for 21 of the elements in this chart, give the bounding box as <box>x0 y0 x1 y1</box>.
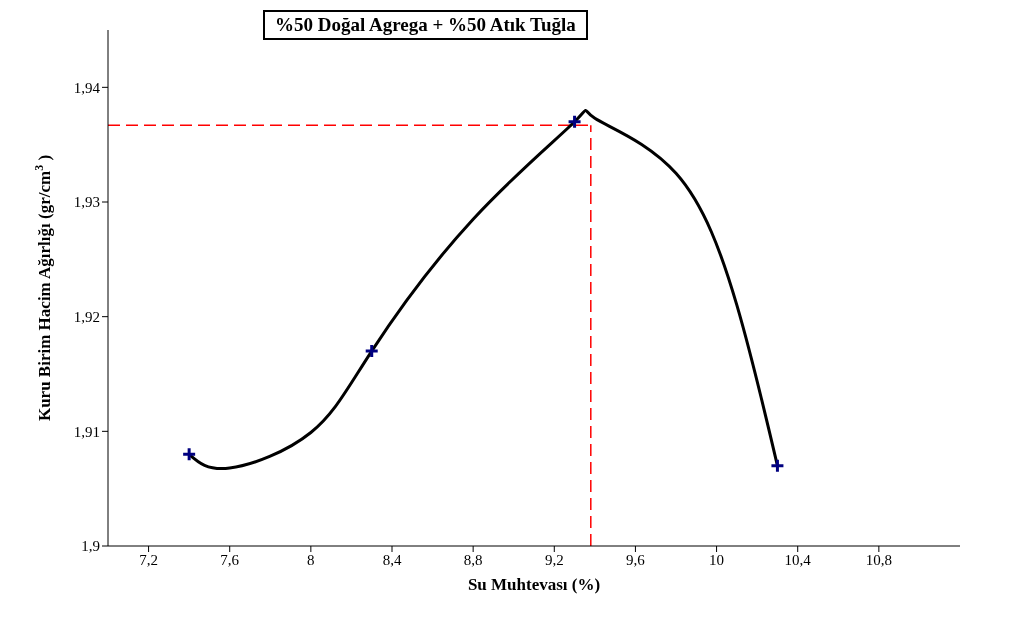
y-tick-label: 1,93 <box>73 194 100 211</box>
point <box>567 114 583 130</box>
y-tick-label: 1,92 <box>73 308 100 325</box>
chart-title: %50 Doğal Agrega + %50 Atık Tuğla <box>263 10 588 40</box>
x-tick-label: 7,6 <box>220 551 240 568</box>
x-tick-label: 8 <box>307 551 315 568</box>
x-tick-label: 9,6 <box>626 551 646 568</box>
x-tick-label: 8,4 <box>382 551 402 568</box>
x-tick-label: 10 <box>709 551 725 568</box>
y-tick-label: 1,9 <box>81 538 100 555</box>
x-tick-label: 9,2 <box>544 551 564 568</box>
x-tick-label: 8,8 <box>463 551 483 568</box>
x-axis-title: Su Muhtevası (%) <box>467 575 601 594</box>
y-tick-label: 1,91 <box>73 423 100 440</box>
point <box>364 343 380 359</box>
point <box>181 446 197 462</box>
x-tick-label: 10,8 <box>865 551 892 568</box>
point <box>769 458 785 474</box>
x-tick-label: 10,4 <box>784 551 812 568</box>
x-tick-label: 7,2 <box>139 551 158 568</box>
y-tick-label: 1,94 <box>73 79 101 96</box>
